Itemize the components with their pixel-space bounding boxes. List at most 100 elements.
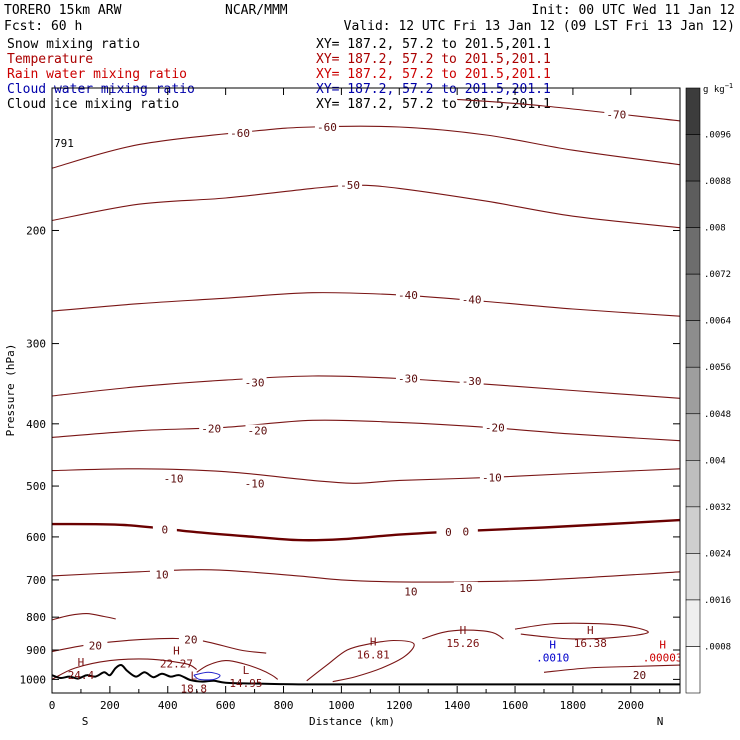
contour-label-bg [338,179,363,192]
contour-label--10: -10 [164,473,184,486]
contour-pocket-4 [52,658,197,680]
extremum-value-7: .0010 [536,651,569,664]
plot-frame [51,87,681,694]
contour-label-bg [228,126,253,139]
y-tick-label: 400 [26,418,46,431]
terrain-line [52,664,680,686]
colorbar-swatch [685,460,701,508]
org-label: NCAR/MMM [225,3,288,18]
contour-label-bg [453,581,478,594]
extremum-value-6: 16.38 [574,637,607,650]
colorbar-swatch [685,366,701,415]
colorbar-swatch [685,87,701,135]
colorbar-tick-label: .0016 [704,596,731,606]
plot-area: -70 -60 -60 -50 -40 -40 -30 -30 -30 -20 -20 -20 -10 -… [52,98,683,695]
y-tick-label: 800 [26,611,46,624]
south-label: S [82,715,89,728]
contour-label-bg [395,288,420,301]
field-name-2: Rain water mixing ratio [7,67,187,82]
contour-label-bg [149,568,174,581]
field-name-0: Snow mixing ratio [7,37,140,52]
field-xy-0: XY= 187.2, 57.2 to 201.5,201.1 [316,37,551,52]
axes: 0 200 400 600 800 1000 1200 1400 1600 1800 2000200… [20,88,680,712]
colorbar-swatch [685,506,701,554]
colorbar-swatch [685,553,701,601]
x-tick-label: 1800 [560,699,587,712]
x-tick-label: 2000 [618,699,645,712]
init-time: Init: 00 UTC Wed 11 Jan 12 [532,3,736,18]
north-label: N [657,715,664,728]
contour-label--70: -70 [606,109,626,122]
extremum-value-8: .00003 [643,651,683,664]
extremum-value-2: 14.95 [229,677,262,690]
x-tick-label: 800 [274,699,294,712]
x-tick-label: 1000 [328,699,355,712]
contour-label-bg [245,424,270,437]
y-tick-label: 900 [26,644,46,657]
x-tick-label: 1600 [502,699,529,712]
contour-line--30 [52,375,680,399]
contour-label-bg [459,374,484,387]
cloud-water-contour [193,671,221,681]
contour-label-bg [152,523,177,536]
model-title: TORERO 15km ARW [4,3,122,18]
x-tick-label: 400 [158,699,178,712]
y-tick-label: 600 [26,531,46,544]
extremum-value-4: 16.81 [357,648,390,661]
field-name-3: Cloud water mixing ratio [7,82,195,97]
contour-label--10: -10 [245,477,265,490]
contour-label-10: 10 [404,586,417,599]
colorbar-tick-label: .0008 [704,642,731,652]
extremum-value-3: 18.8 [181,682,208,695]
colorbar-swatch [685,599,701,647]
extremum-value-1: 22.27 [160,658,193,671]
annotation-791: 791 [54,137,74,150]
contour-line--60 [52,125,680,169]
contour-label-bg [83,639,108,652]
field-name-1: Temperature [7,52,93,67]
contour-label-20: 20 [184,634,197,647]
valid-time: Valid: 12 UTC Fri 13 Jan 12 (09 LST Fri … [344,19,735,34]
contour-pocket-3 [514,622,649,640]
contour-label-bg [453,525,478,538]
x-axis-label: Distance (km) [309,715,395,728]
contour-label--30: -30 [245,377,265,390]
x-tick-label: 0 [49,699,56,712]
contour-label-10: 10 [459,582,472,595]
contour-label-0: 0 [162,523,169,536]
contour-label--40: -40 [398,289,418,302]
field-name-4: Cloud ice mixing ratio [7,97,179,112]
colorbar-tick-label: .008 [704,224,726,234]
y-tick-label: 1000 [20,673,47,686]
contour-label--30: -30 [462,375,482,388]
contour-label-bg [161,472,186,485]
contour-label-bg [178,633,203,646]
extremum-type-0: H [78,656,85,669]
colorbar-tick-label: .0088 [704,177,731,187]
contour-label-0: 0 [463,526,470,539]
colorbar-swatch [685,320,701,368]
y-tick-label: 200 [26,224,46,237]
y-tick-label: 700 [26,574,46,587]
x-tick-label: 1200 [386,699,413,712]
contour-label-bg [604,108,629,121]
contour-label-bg [479,471,504,484]
colorbar-swatch [685,413,701,461]
contour-line--70 [457,98,680,122]
colorbar-units-text: g kg [703,85,725,95]
field-legend: Snow mixing ratio XY= 187.2, 57.2 to 201.… [7,37,551,112]
contour-label-bg [482,421,507,434]
contour-label--20: -20 [201,423,221,436]
colorbar-swatch [685,134,701,182]
contour-line--50 [52,184,680,229]
contour-line--40 [52,292,680,317]
colorbar-swatch [685,180,701,228]
contour-pocket-1 [306,639,415,683]
contour-layer: -70 -60 -60 -50 -40 -40 -30 -30 -30 -20 -20 -20 -10 -… [52,98,683,695]
field-xy-2: XY= 187.2, 57.2 to 201.5,201.1 [316,67,551,82]
contour-label-bg [242,376,267,389]
contour-label--40: -40 [462,293,482,306]
colorbar-units: g kg−1 [703,82,733,95]
extremum-type-4: H [370,635,377,648]
